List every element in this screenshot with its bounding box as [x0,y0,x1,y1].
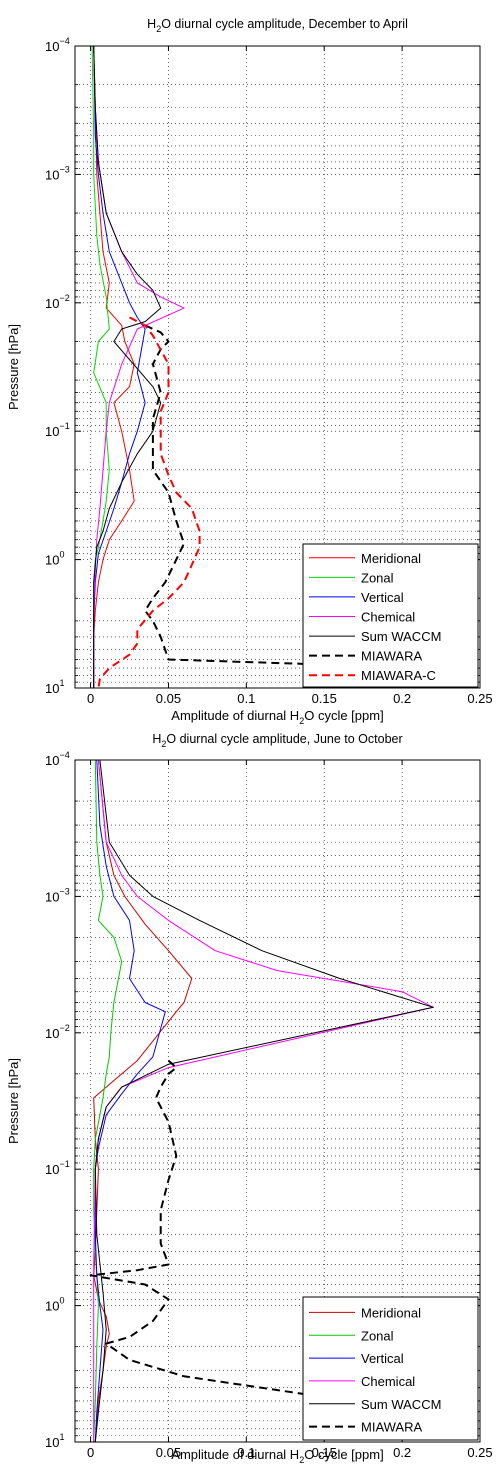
y-tick-label: 10−1 [45,1159,70,1177]
legend-label: Chemical [361,1374,415,1389]
y-tick-label-exponent: 0 [59,550,64,560]
y-axis-label: Pressure [hPa] [6,1058,21,1144]
legend-label: Zonal [361,570,394,585]
legend: Meridional Zonal Vertical Chemical Sum WACCM… [302,1296,479,1441]
x-axis-label: Amplitude of diurnal H2O cycle [ppm] [171,708,383,726]
title-subscript: 2 [161,739,166,749]
y-tick-label-exponent: −3 [59,886,69,896]
x-axis-label: Amplitude of diurnal H2O cycle [ppm] [171,1447,383,1465]
y-tick-label-base: 10 [45,1026,59,1041]
legend: Meridional Zonal Vertical Chemical Sum WACCM… [302,543,479,688]
legend-label: MIAWARA [361,1420,422,1435]
legend-box [302,1296,479,1441]
legend-label: Zonal [361,1328,394,1343]
y-tick-label-base: 10 [45,39,59,54]
x-tick-label: 0.05 [156,691,181,706]
legend-label: Chemical [361,610,415,625]
y-tick-label: 10−4 [45,750,70,768]
title-part: H [152,732,161,746]
legend-label: Vertical [361,1351,404,1366]
x-tick-label: 0.15 [312,1445,337,1460]
y-tick-label-exponent: −3 [59,164,69,174]
legend-label: MIAWARA [361,649,422,664]
chart-title: H2O diurnal cycle amplitude, December to… [147,17,408,34]
series-line-meridional [93,45,135,688]
x-tick-label: 0 [87,1445,94,1460]
legend-label: Meridional [361,1305,421,1320]
y-tick-label-base: 10 [45,424,59,439]
xlabel-part: Amplitude of diurnal H [171,1447,299,1462]
y-tick-label-base: 10 [45,889,59,904]
series-line-zonal [93,759,123,1443]
xlabel-subscript: 2 [299,1455,304,1465]
legend-label: MIAWARA-C [361,668,436,683]
axes-box [74,759,481,1443]
xlabel-part: Amplitude of diurnal H [171,708,299,723]
y-tick-label-exponent: 0 [59,1296,64,1306]
y-tick-label: 10−4 [45,36,70,54]
title-part: O diurnal cycle amplitude, June to Octob… [166,732,402,746]
series-line-meridional [93,759,193,1443]
y-tick-label: 10−3 [45,164,70,182]
x-tick-label: 0.25 [467,691,492,706]
axes-box [74,45,481,689]
x-tick-label: 0.15 [312,691,337,706]
legend-label: Vertical [361,590,404,605]
y-tick-label-exponent: −2 [59,1023,69,1033]
legend-label: Sum WACCM [361,629,441,644]
y-tick-label: 10−3 [45,886,70,904]
x-tick-label: 0.2 [393,691,411,706]
series-group [91,45,434,689]
y-tick-label: 10−1 [45,421,70,439]
y-tick-label: 101 [45,678,64,696]
x-tick-label: 0.2 [393,1445,411,1460]
y-tick-label: 10−2 [45,293,70,311]
y-axis-label: Pressure [hPa] [6,324,21,410]
series-line-sum-waccm [93,45,162,688]
chart-panel-2: 0 0.05 0.1 0.15 0.2 0.2510−410−310−210−110010… [6,732,493,1465]
series-line-sum-waccm [94,759,434,1443]
legend-label: Sum WACCM [361,1397,441,1412]
y-tick-label: 100 [45,1296,64,1314]
series-line-miawara [89,1059,325,1405]
y-tick-label-base: 10 [45,167,59,182]
series-line-miawara [144,324,434,670]
y-tick-label-base: 10 [45,681,59,696]
title-part: H [147,17,156,31]
series-group [89,759,434,1443]
title-subscript: 2 [156,24,161,34]
y-tick-label-base: 10 [45,753,59,768]
y-tick-label-exponent: −2 [59,293,69,303]
x-tick-label: 0.1 [237,1445,255,1460]
y-tick-label: 100 [45,550,64,568]
y-tick-label-exponent: −1 [59,421,69,431]
y-tick-label-exponent: −4 [59,36,69,46]
y-tick-label-base: 10 [45,296,59,311]
y-tick-label-base: 10 [45,1435,59,1450]
chart-panel-1: 0 0.05 0.1 0.15 0.2 0.2510−410−310−210−110010… [6,17,493,726]
y-tick-label-exponent: 1 [59,678,64,688]
y-tick-label-base: 10 [45,1299,59,1314]
x-tick-label: 0.05 [156,1445,181,1460]
y-tick-label-exponent: −4 [59,750,69,760]
y-tick-label-exponent: −1 [59,1159,69,1169]
y-tick-label-base: 10 [45,553,59,568]
xlabel-part: O cycle [ppm] [304,708,383,723]
y-tick-label: 10−2 [45,1023,70,1041]
y-tick-label-base: 10 [45,1162,59,1177]
xlabel-subscript: 2 [299,716,304,726]
title-part: O diurnal cycle amplitude, December to A… [161,17,408,31]
series-line-vertical [93,45,146,688]
legend-box [302,543,479,688]
y-tick-label: 101 [45,1432,64,1450]
x-tick-label: 0.1 [237,691,255,706]
legend-label: Meridional [361,551,421,566]
x-tick-label: 0.25 [467,1445,492,1460]
series-line-miawara-c [97,316,201,689]
chart-title: H2O diurnal cycle amplitude, June to Oct… [152,732,402,749]
xlabel-part: O cycle [ppm] [304,1447,383,1462]
x-tick-label: 0 [87,691,94,706]
y-tick-label-exponent: 1 [59,1432,64,1442]
